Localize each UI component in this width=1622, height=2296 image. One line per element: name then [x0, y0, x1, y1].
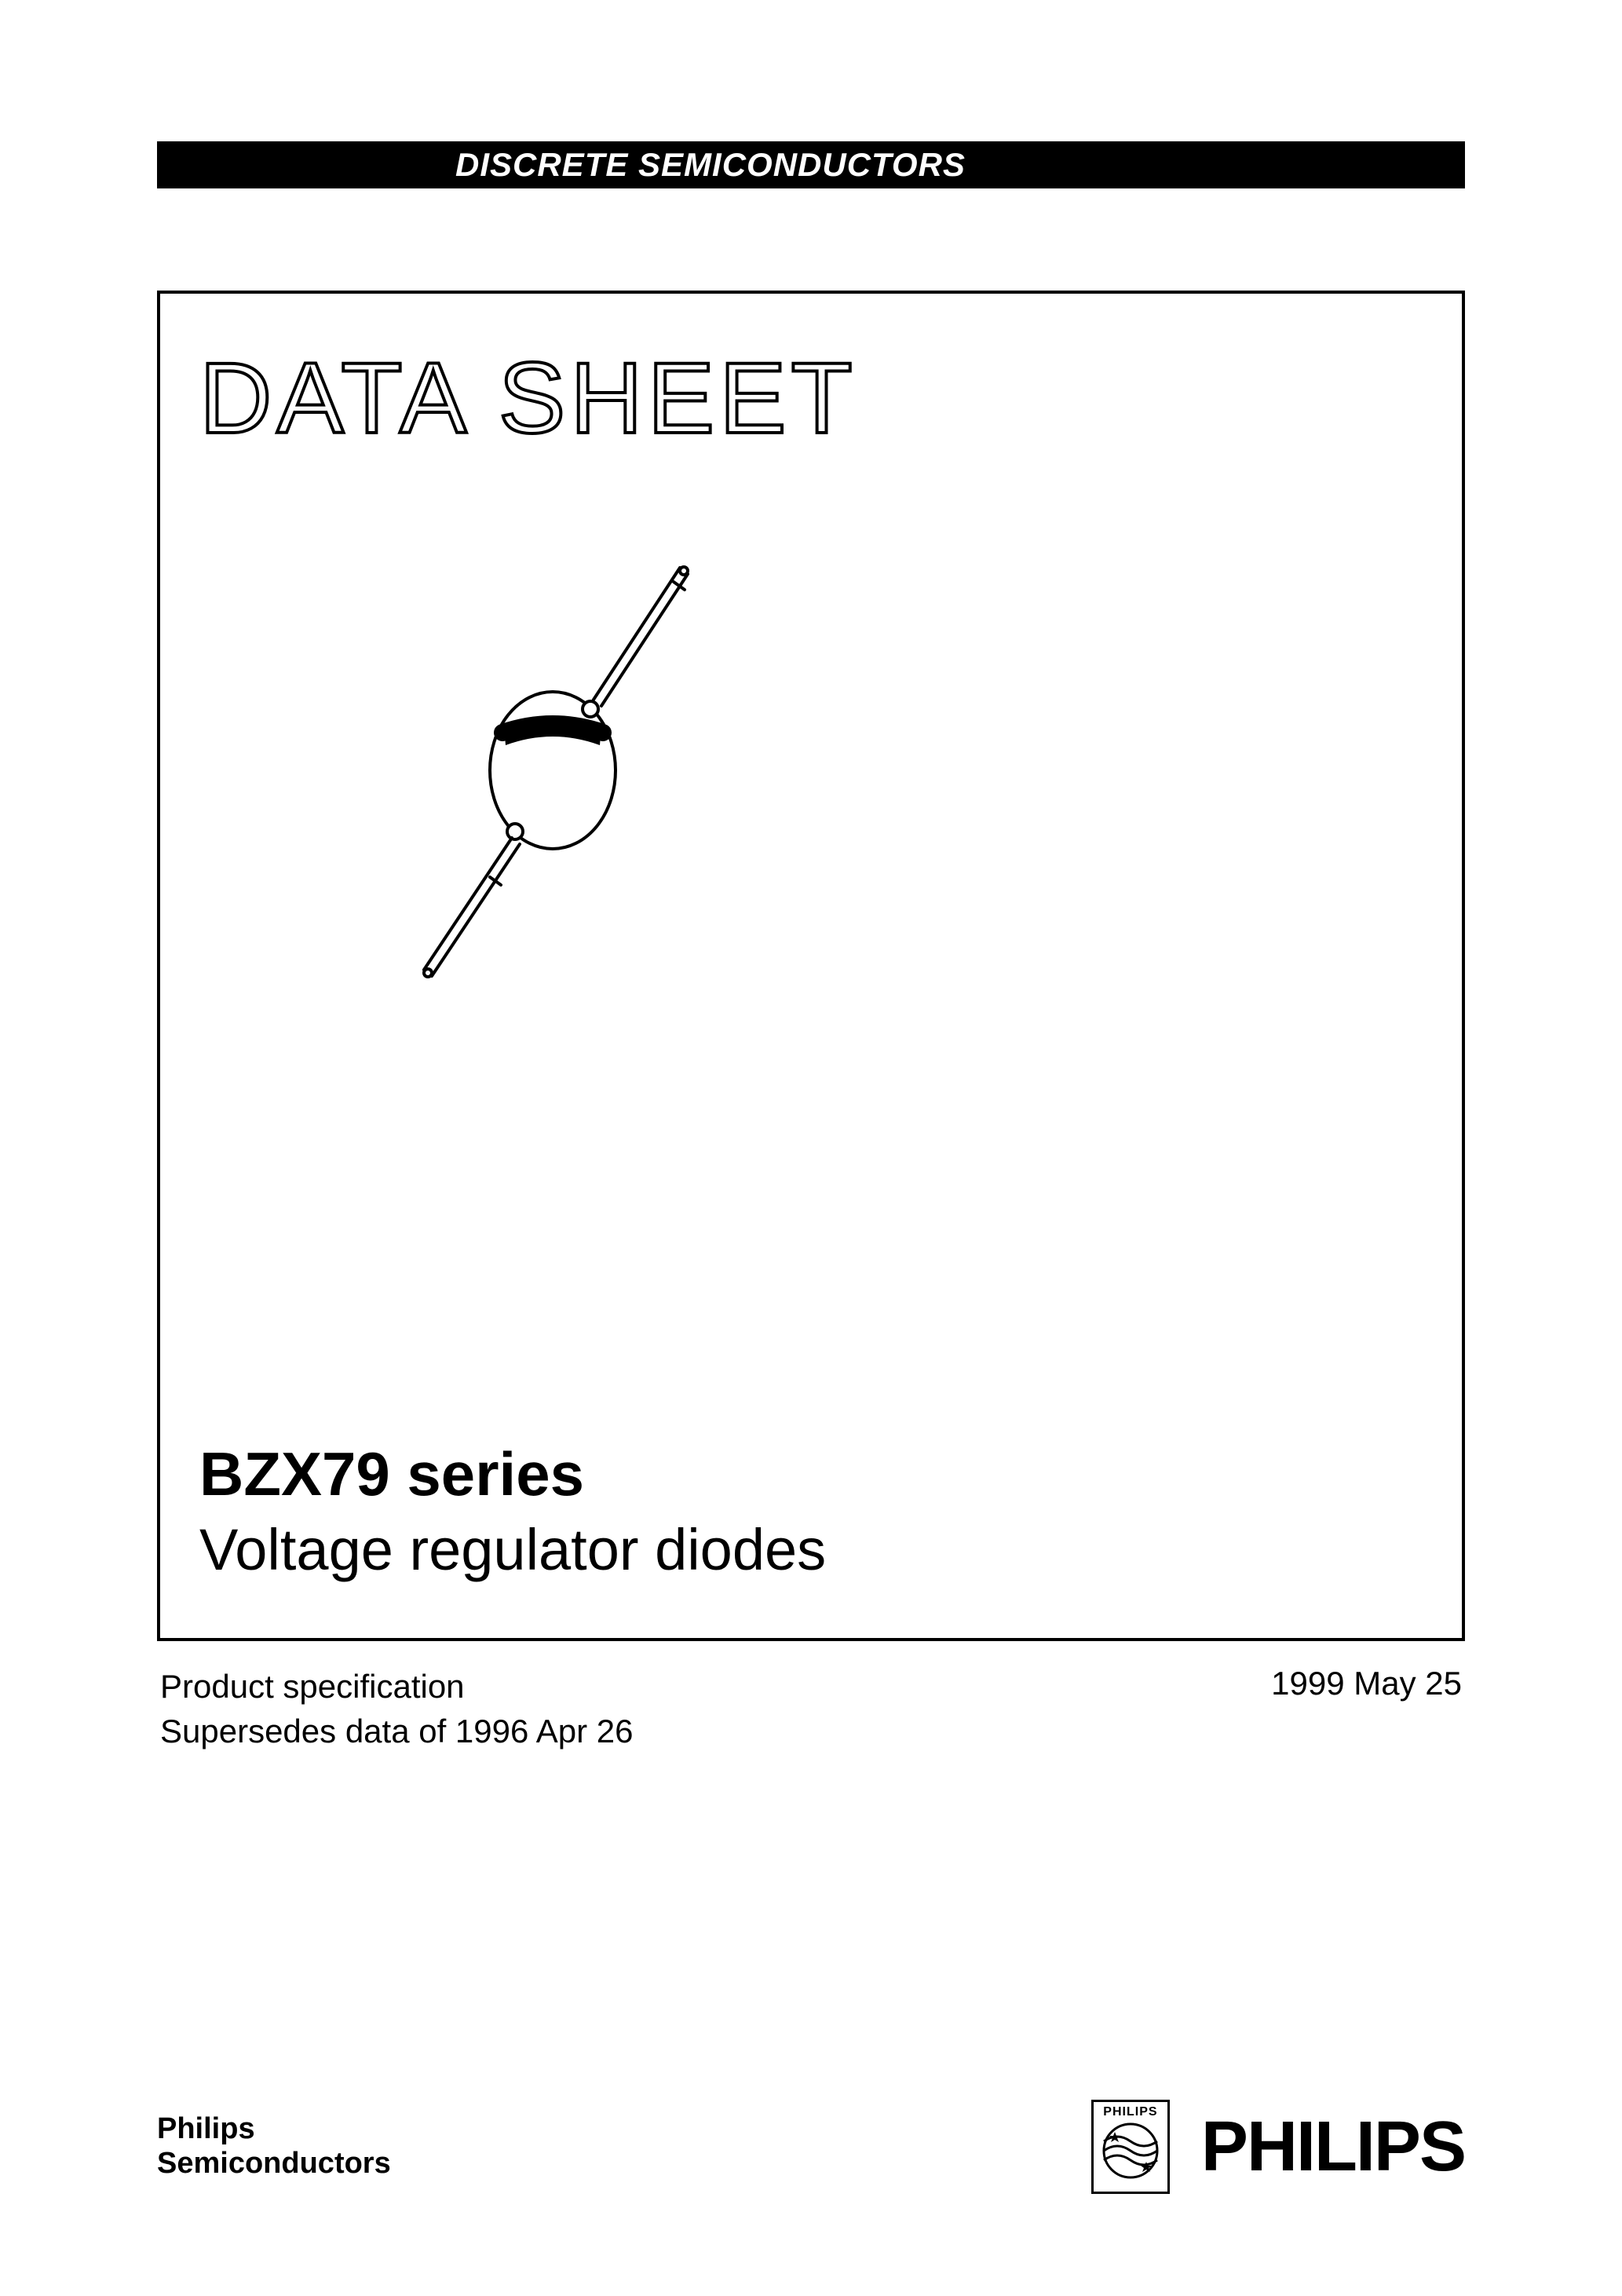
meta-date: 1999 May 25 [1271, 1665, 1462, 1702]
category-header-text: DISCRETE SEMICONDUCTORS [455, 146, 966, 184]
main-content-box: DATA SHEET [157, 291, 1465, 1641]
product-description: Voltage regulator diodes [199, 1516, 1430, 1583]
philips-wordmark: PHILIPS [1201, 2107, 1465, 2188]
category-header-bar: DISCRETE SEMICONDUCTORS [157, 141, 1465, 188]
footer-brand-line1: Philips [157, 2112, 391, 2147]
shield-label: PHILIPS [1103, 2105, 1157, 2119]
footer-right-logo-block: PHILIPS PHILIPS [1091, 2100, 1465, 2194]
diode-icon [372, 550, 733, 990]
philips-shield-icon: PHILIPS [1091, 2100, 1170, 2194]
product-series: BZX79 series [199, 1439, 1430, 1510]
datasheet-cover-page: DISCRETE SEMICONDUCTORS DATA SHEET [0, 0, 1622, 2296]
supersedes-line: Supersedes data of 1996 Apr 26 [160, 1709, 633, 1754]
diode-illustration [372, 550, 1430, 994]
meta-row: Product specification Supersedes data of… [157, 1665, 1465, 1753]
product-title-block: BZX79 series Voltage regulator diodes [199, 1439, 1430, 1583]
footer-brand-line2: Semiconductors [157, 2147, 391, 2181]
page-footer: Philips Semiconductors PHILIPS [157, 2100, 1465, 2194]
footer-left-brand: Philips Semiconductors [157, 2112, 391, 2181]
document-title: DATA SHEET [199, 341, 1430, 456]
meta-left: Product specification Supersedes data of… [160, 1665, 633, 1753]
shield-graphic-icon [1099, 2119, 1162, 2182]
spec-line: Product specification [160, 1665, 633, 1709]
